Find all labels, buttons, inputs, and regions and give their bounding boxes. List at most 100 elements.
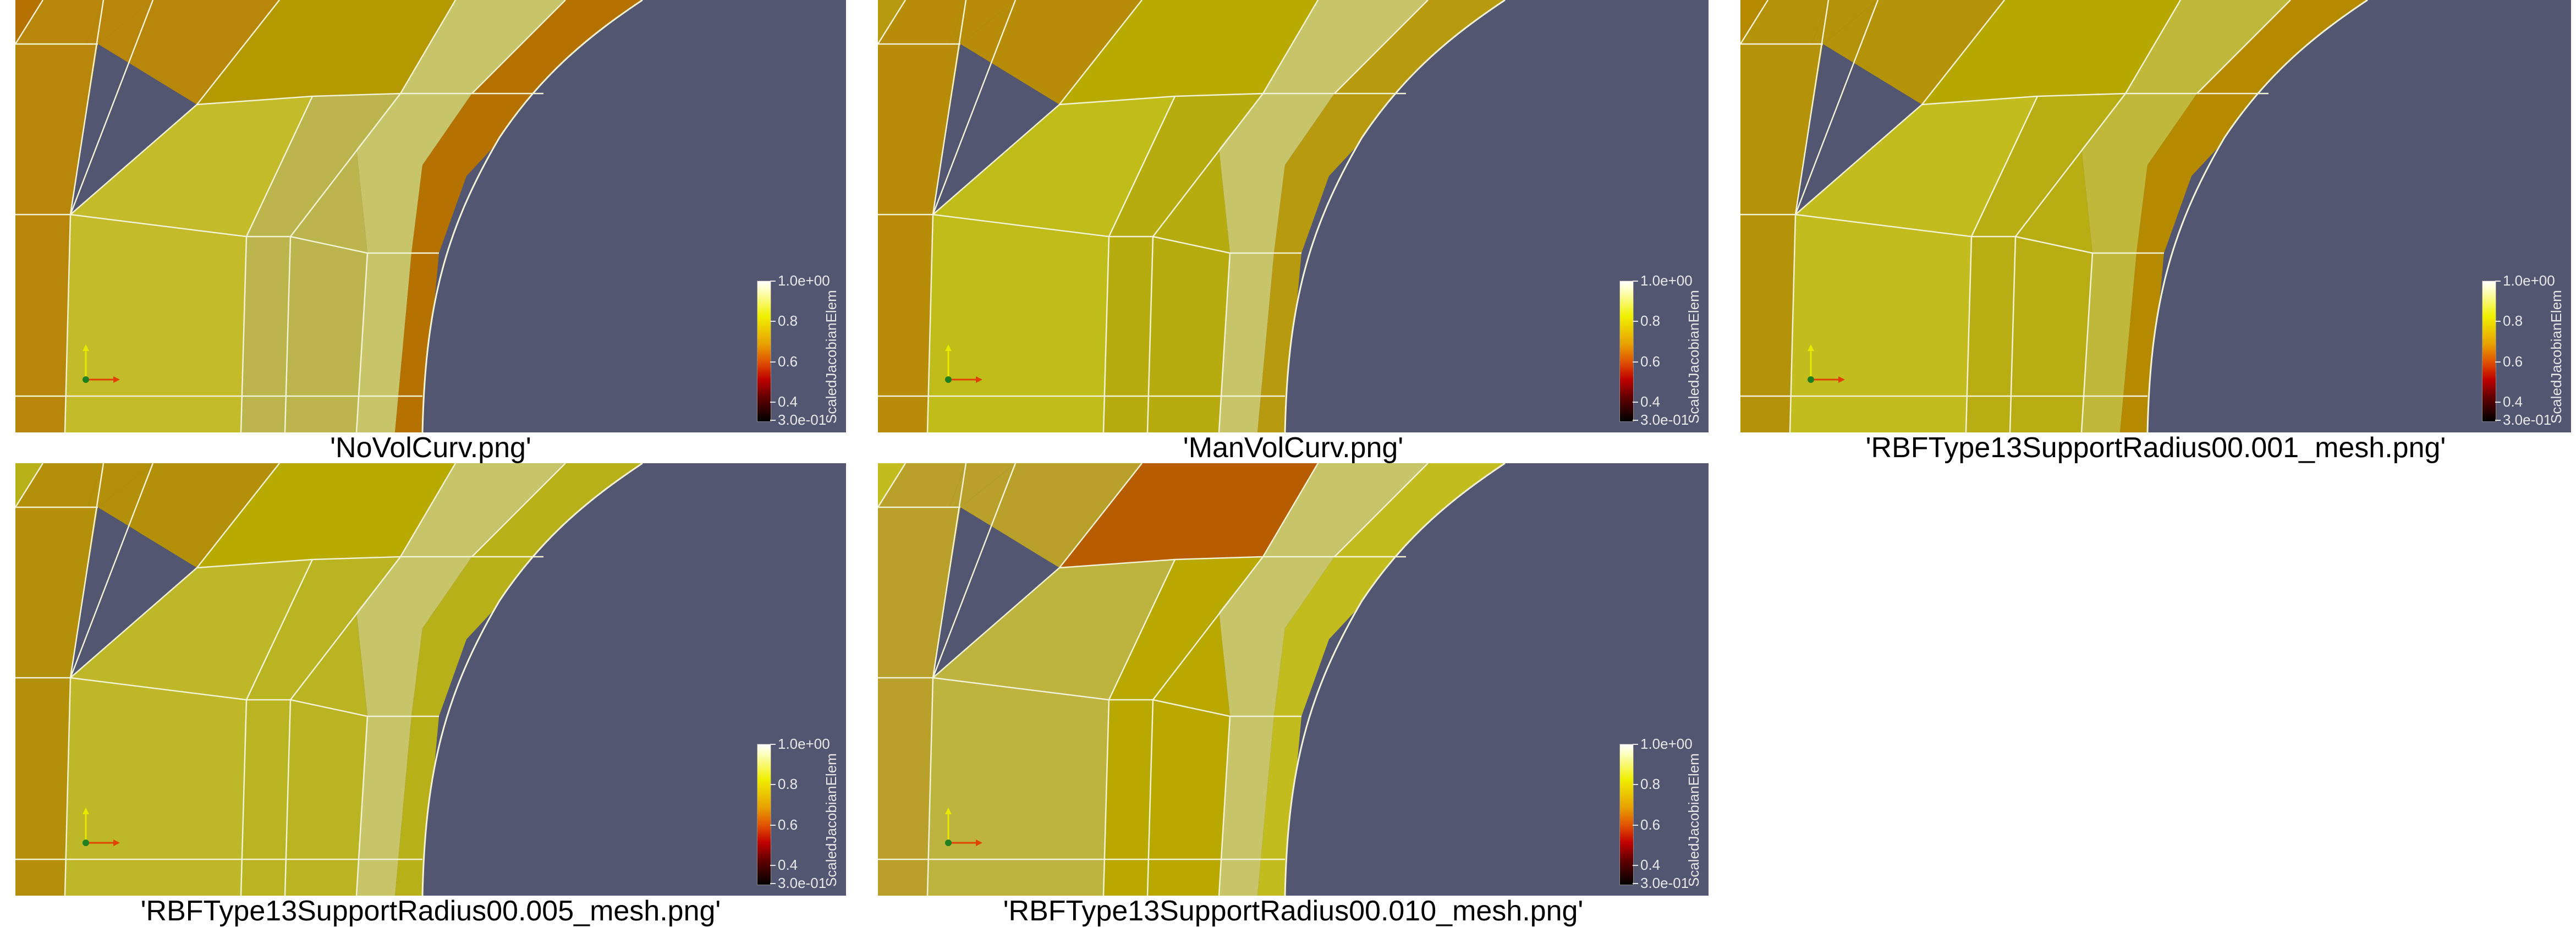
colorbar-tick [1633,281,1638,282]
colorbar-title: ScaledJacobianElem [1685,753,1702,887]
cell-row2-mid [933,560,1175,700]
panel-rbf-005: 1.0e+00 0.8 0.6 0.4 3.0e-01 ScaledJacobianEle… [15,463,846,926]
mesh-edge [1146,236,1154,432]
cell-row2-mid [1795,96,2037,237]
colorbar-tick [770,744,776,745]
render-viewport[interactable]: 1.0e+00 0.8 0.6 0.4 3.0e-01 ScaledJacobianEle… [878,0,1709,432]
mesh-edge [1970,96,2039,237]
mesh-edge [1059,0,1143,105]
mesh-edge [196,463,280,568]
mesh-edge [1152,556,1264,700]
colorbar-title: ScaledJacobianElem [823,753,839,887]
cell-row2-left [15,215,70,432]
panel-rbf-010: 1.0e+00 0.8 0.6 0.4 3.0e-01 ScaledJacobianEle… [878,463,1709,926]
colorbar-gradient [757,744,771,885]
mesh-edge [70,677,439,717]
mesh-edge [284,236,292,432]
cell-row3-mid [241,700,290,896]
mesh-edge [196,0,280,105]
panel-caption: 'NoVolCurv.png' [330,432,531,464]
colorbar-tick-label: 0.6 [778,816,798,833]
cell-row3-left [927,215,1109,432]
cell-row3-mid [241,237,290,432]
mesh-edge [355,716,369,896]
mesh-edge [1794,0,1879,215]
orientation-axes [926,341,987,391]
cell-row3-left [65,215,246,432]
colorbar-tick [1633,784,1638,785]
z-axis-dot [945,376,952,383]
cell-row2-mid [70,96,312,237]
outer-cell-top-strip [949,0,1015,44]
cell-wall-band [1257,0,1505,432]
cell-inner-band [1219,463,1428,896]
z-axis-dot [945,840,952,846]
mesh-edge [1334,0,1429,94]
scalar-colorbar: 1.0e+00 0.8 0.6 0.4 3.0e-01 ScaledJacobianEle… [1603,737,1707,892]
body-outline [1284,463,1506,896]
cell-inner-band [1219,0,1428,432]
colorbar-title: ScaledJacobianElem [1685,290,1702,424]
colorbar-tick [1633,420,1638,421]
mesh-edge [1108,559,1176,700]
colorbar-tick-label: 0.4 [1640,857,1661,873]
colorbar-tick-label: 0.4 [778,393,798,410]
colorbar-gradient [1619,281,1634,422]
mesh-edge [70,92,543,215]
colorbar-tick [770,281,776,282]
colorbar-tick [1633,865,1638,866]
mesh-edge [1059,463,1143,568]
outer-cell-a1 [878,0,966,44]
cell-inner-band [356,463,565,896]
mesh-edge [2124,0,2182,94]
mesh-edge [1262,0,1319,94]
colorbar-tick-label: 0.4 [778,857,798,873]
cell-lower-mid [285,149,367,432]
mesh-edge [2196,0,2291,94]
colorbar-tick [770,321,776,322]
colorbar-tick [770,420,776,421]
colorbar-gradient [757,281,771,422]
cell-row3-left [927,678,1109,896]
colorbar-tick [2495,420,2501,421]
render-viewport[interactable]: 1.0e+00 0.8 0.6 0.4 3.0e-01 ScaledJacobianEle… [15,0,846,432]
mesh-edge [932,556,1406,678]
panel-novolcurv: 1.0e+00 0.8 0.6 0.4 3.0e-01 ScaledJacobianEle… [15,0,846,464]
mesh-render [878,0,1709,432]
mesh-edge [1108,96,1176,237]
outer-cell-top-strip [87,0,153,44]
cell-row2-mid [70,560,312,700]
outer-cell-top-strip [1812,0,1878,44]
mesh-edge [932,213,1301,254]
cell-row3-mid [1103,700,1153,896]
cell-inner-band [2081,0,2291,432]
cell-row1-inner [1059,0,1318,105]
render-viewport[interactable]: 1.0e+00 0.8 0.6 0.4 3.0e-01 ScaledJacobianEle… [1740,0,2571,432]
colorbar-tick [2495,321,2501,322]
mesh-edge [932,463,967,678]
cell-row2-right [246,94,400,237]
orientation-axes [64,341,124,391]
panel-manvolcurv: 1.0e+00 0.8 0.6 0.4 3.0e-01 ScaledJacobianEle… [878,0,1709,463]
scalar-colorbar: 1.0e+00 0.8 0.6 0.4 3.0e-01 ScaledJacobianEle… [2465,273,2570,429]
cell-row3-left [1790,215,1971,432]
panel-caption: 'RBFType13SupportRadius00.001_mesh.png' [1865,432,2446,464]
cell-inner-band [356,0,565,432]
cell-row2-mid [933,96,1175,237]
render-viewport[interactable]: 1.0e+00 0.8 0.6 0.4 3.0e-01 ScaledJacobianEle… [878,463,1709,896]
mesh-edge [878,0,907,45]
colorbar-tick [1633,402,1638,403]
mesh-edge [245,559,314,700]
mesh-edge [15,463,44,508]
colorbar-tick-label: 3.0e-01 [2503,412,2552,428]
cell-lower-mid [1147,149,1230,432]
outer-cell-top-strip [87,463,153,507]
cell-row1-inner [197,463,455,568]
render-viewport[interactable]: 1.0e+00 0.8 0.6 0.4 3.0e-01 ScaledJacobianEle… [15,463,846,896]
mesh-edge [1921,0,2005,105]
cell-row2-left [1740,215,1795,432]
colorbar-tick [2495,402,2501,403]
mesh-edge [471,0,566,94]
mesh-edge [69,463,105,678]
outer-cell-a1 [15,0,103,44]
